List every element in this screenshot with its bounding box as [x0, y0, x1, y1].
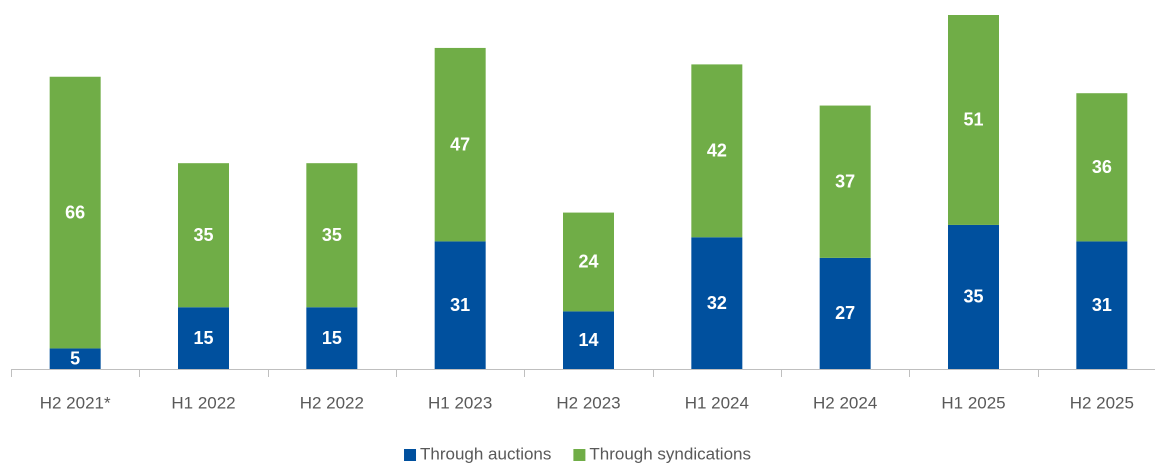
bar-segment: [306, 163, 358, 308]
bar-segment: [178, 163, 229, 308]
data-label: 24: [578, 252, 598, 272]
data-label: 32: [707, 293, 727, 313]
bar-segment: [306, 307, 358, 369]
bar-segment: [948, 15, 999, 225]
data-label: 35: [963, 287, 983, 307]
legend-label: Through syndications: [589, 444, 751, 463]
bar-segment: [819, 257, 871, 369]
legend-swatch: [404, 449, 417, 461]
bar-segment: [49, 348, 101, 369]
bar-segment: [819, 105, 871, 258]
bar-segment: [1076, 241, 1128, 369]
legend-label: Through auctions: [420, 444, 551, 463]
bar-segment: [434, 241, 486, 369]
legend-swatch: [573, 449, 586, 461]
bar-segment: [49, 76, 101, 349]
data-label: 66: [65, 202, 85, 222]
data-label: 14: [578, 330, 598, 350]
data-label: 47: [450, 134, 470, 154]
x-tick-label: H2 2024: [813, 393, 877, 412]
data-label: 5: [70, 348, 80, 368]
bar-segment: [178, 307, 229, 369]
x-tick-label: H2 2022: [300, 393, 364, 412]
bar-segment: [563, 212, 614, 312]
data-label: 36: [1092, 157, 1112, 177]
bar-segment: [1076, 93, 1128, 242]
bar-segment: [691, 237, 743, 369]
data-label: 31: [1092, 295, 1112, 315]
data-label: 42: [707, 141, 727, 161]
data-label: 51: [963, 110, 983, 130]
data-label: 27: [835, 303, 855, 323]
data-label: 35: [322, 225, 342, 245]
x-tick-label: H2 2025: [1070, 393, 1134, 412]
x-tick-label: H1 2023: [428, 393, 492, 412]
x-tick-label: H1 2025: [941, 393, 1005, 412]
data-label: 31: [450, 295, 470, 315]
bar-segment: [563, 311, 614, 369]
data-label: 37: [835, 171, 855, 191]
data-label: 15: [193, 328, 213, 348]
x-tick-label: H2 2023: [556, 393, 620, 412]
data-label: 35: [193, 225, 213, 245]
x-tick-label: H1 2024: [685, 393, 749, 412]
bar-segment: [691, 64, 743, 238]
data-label: 15: [322, 328, 342, 348]
bar-segment: [948, 224, 999, 369]
x-tick-label: H2 2021*: [40, 393, 111, 412]
bar-segment: [434, 47, 486, 242]
x-tick-label: H1 2022: [171, 393, 235, 412]
